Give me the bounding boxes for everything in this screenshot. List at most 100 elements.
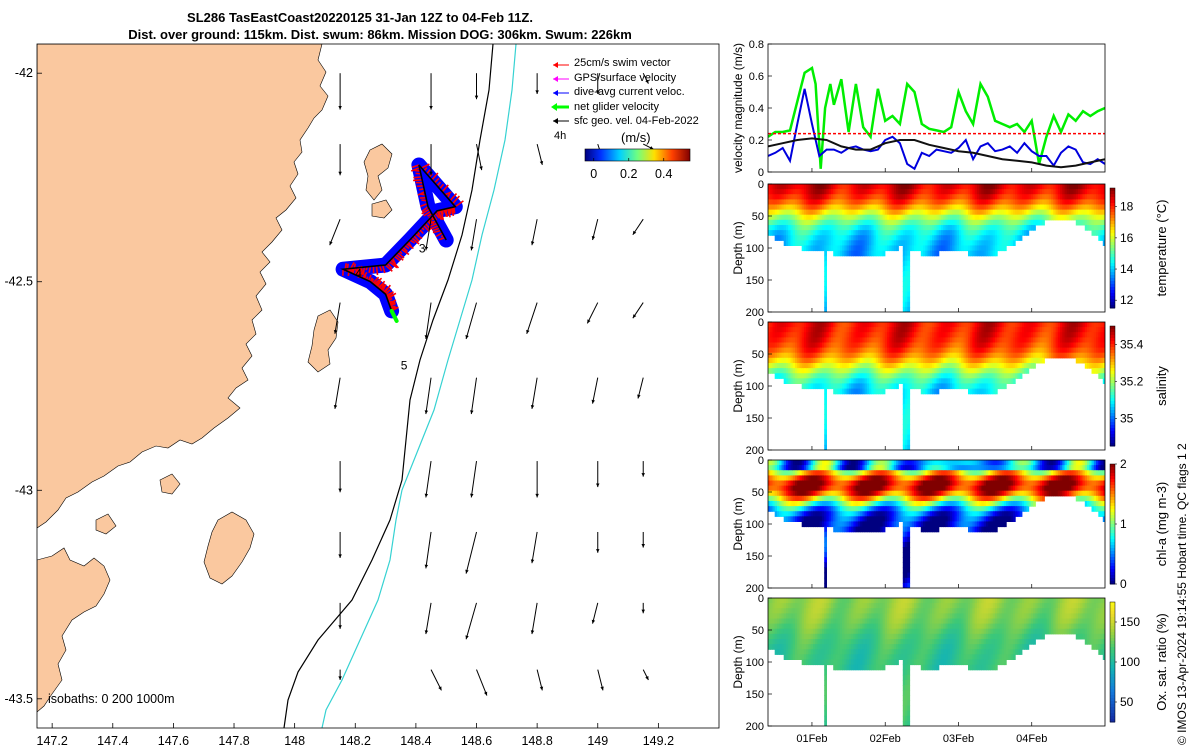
section-cell bbox=[815, 480, 818, 487]
section-cell bbox=[851, 225, 854, 231]
section-cell bbox=[968, 194, 971, 200]
velocity-arrow-head bbox=[470, 246, 474, 251]
section-cell bbox=[1006, 357, 1009, 364]
section-cell bbox=[925, 240, 929, 246]
section-cell bbox=[932, 199, 935, 206]
section-cell bbox=[976, 378, 980, 384]
section-cell bbox=[954, 225, 958, 231]
section-cell bbox=[916, 204, 920, 211]
section-cell bbox=[857, 511, 861, 517]
section-cell bbox=[968, 235, 971, 241]
section-cell bbox=[884, 501, 888, 507]
section-cell bbox=[851, 322, 854, 328]
section-cell bbox=[864, 363, 868, 369]
section-cell bbox=[1019, 327, 1023, 333]
section-cell bbox=[826, 506, 830, 512]
section-cell bbox=[889, 378, 893, 384]
section-cell bbox=[1093, 342, 1097, 349]
section-cell bbox=[801, 495, 805, 502]
section-cell bbox=[1066, 209, 1070, 216]
section-cell bbox=[1100, 184, 1104, 190]
section-cell bbox=[907, 368, 911, 374]
section-cell bbox=[830, 322, 834, 328]
velocity-arrow-head bbox=[645, 676, 649, 681]
section-cell bbox=[941, 357, 944, 364]
section-cell bbox=[916, 383, 920, 390]
section-cell bbox=[833, 199, 836, 206]
section-cell bbox=[824, 572, 827, 579]
section-cell bbox=[826, 332, 830, 338]
section-cell bbox=[896, 184, 899, 190]
section-cell bbox=[817, 480, 821, 487]
section-cell bbox=[1028, 327, 1032, 333]
colorbar-swatch bbox=[1110, 353, 1115, 357]
section-cell bbox=[828, 225, 832, 231]
section-cell bbox=[1100, 342, 1104, 349]
section-cell bbox=[985, 357, 989, 364]
section-cell bbox=[1098, 347, 1102, 354]
section-cell bbox=[938, 368, 942, 374]
section-cell bbox=[1100, 194, 1104, 200]
section-cell bbox=[803, 204, 807, 211]
section-cell bbox=[976, 337, 980, 344]
section-cell bbox=[860, 204, 863, 211]
section-cell bbox=[945, 235, 949, 241]
section-cell bbox=[864, 250, 868, 257]
section-cell bbox=[934, 204, 938, 211]
section-cell bbox=[891, 235, 895, 241]
section-cell bbox=[873, 219, 877, 226]
velocity-arrow-shaft bbox=[334, 377, 341, 409]
section-cell bbox=[954, 383, 958, 390]
section-cell bbox=[842, 460, 845, 466]
swim-vector bbox=[409, 239, 416, 244]
section-cell bbox=[824, 490, 827, 497]
section-cell bbox=[824, 219, 827, 226]
section-cell bbox=[857, 368, 861, 374]
section-cell bbox=[1008, 352, 1012, 359]
section-cell bbox=[842, 322, 845, 328]
colorbar-swatch bbox=[1110, 299, 1115, 303]
section-cell bbox=[770, 357, 773, 364]
section-cell bbox=[860, 490, 863, 497]
section-cell bbox=[1102, 337, 1105, 344]
section-cell bbox=[985, 332, 989, 338]
section-cell bbox=[812, 327, 816, 333]
velocity-arrow bbox=[429, 144, 433, 176]
section-cell bbox=[875, 342, 879, 349]
swim-vector bbox=[404, 244, 410, 250]
section-cell bbox=[826, 368, 830, 374]
section-cell bbox=[770, 342, 773, 349]
section-cell bbox=[792, 327, 796, 333]
section-cell bbox=[927, 383, 931, 390]
section-cell bbox=[873, 383, 877, 390]
section-cell bbox=[994, 322, 998, 328]
section-cell bbox=[770, 219, 773, 226]
section-cell bbox=[1062, 204, 1066, 211]
section-cell bbox=[950, 199, 953, 206]
section-cell bbox=[860, 470, 863, 476]
section-cell bbox=[988, 250, 991, 257]
section-cell bbox=[1006, 199, 1009, 206]
section-cell bbox=[835, 189, 839, 195]
section-cell bbox=[896, 194, 899, 200]
section-cell bbox=[905, 209, 908, 216]
section-cell bbox=[844, 337, 848, 344]
section-cell bbox=[837, 245, 841, 252]
section-cell bbox=[943, 373, 946, 379]
section-cell bbox=[810, 516, 814, 522]
section-cell bbox=[1017, 189, 1021, 195]
velocity-arrow-shaft bbox=[430, 669, 442, 691]
section-cell bbox=[1019, 337, 1023, 344]
section-cell bbox=[887, 327, 890, 333]
section-cell bbox=[927, 250, 931, 257]
section-cell bbox=[1066, 184, 1070, 190]
section-cell bbox=[1089, 347, 1093, 354]
section-cell bbox=[1017, 342, 1021, 349]
velocity-arrow bbox=[591, 219, 599, 241]
section-cell bbox=[797, 337, 800, 344]
section-cell bbox=[871, 465, 875, 471]
section-cell bbox=[994, 209, 998, 216]
section-cell bbox=[916, 184, 920, 190]
section-cell bbox=[848, 357, 852, 364]
section-cell bbox=[1089, 332, 1093, 338]
